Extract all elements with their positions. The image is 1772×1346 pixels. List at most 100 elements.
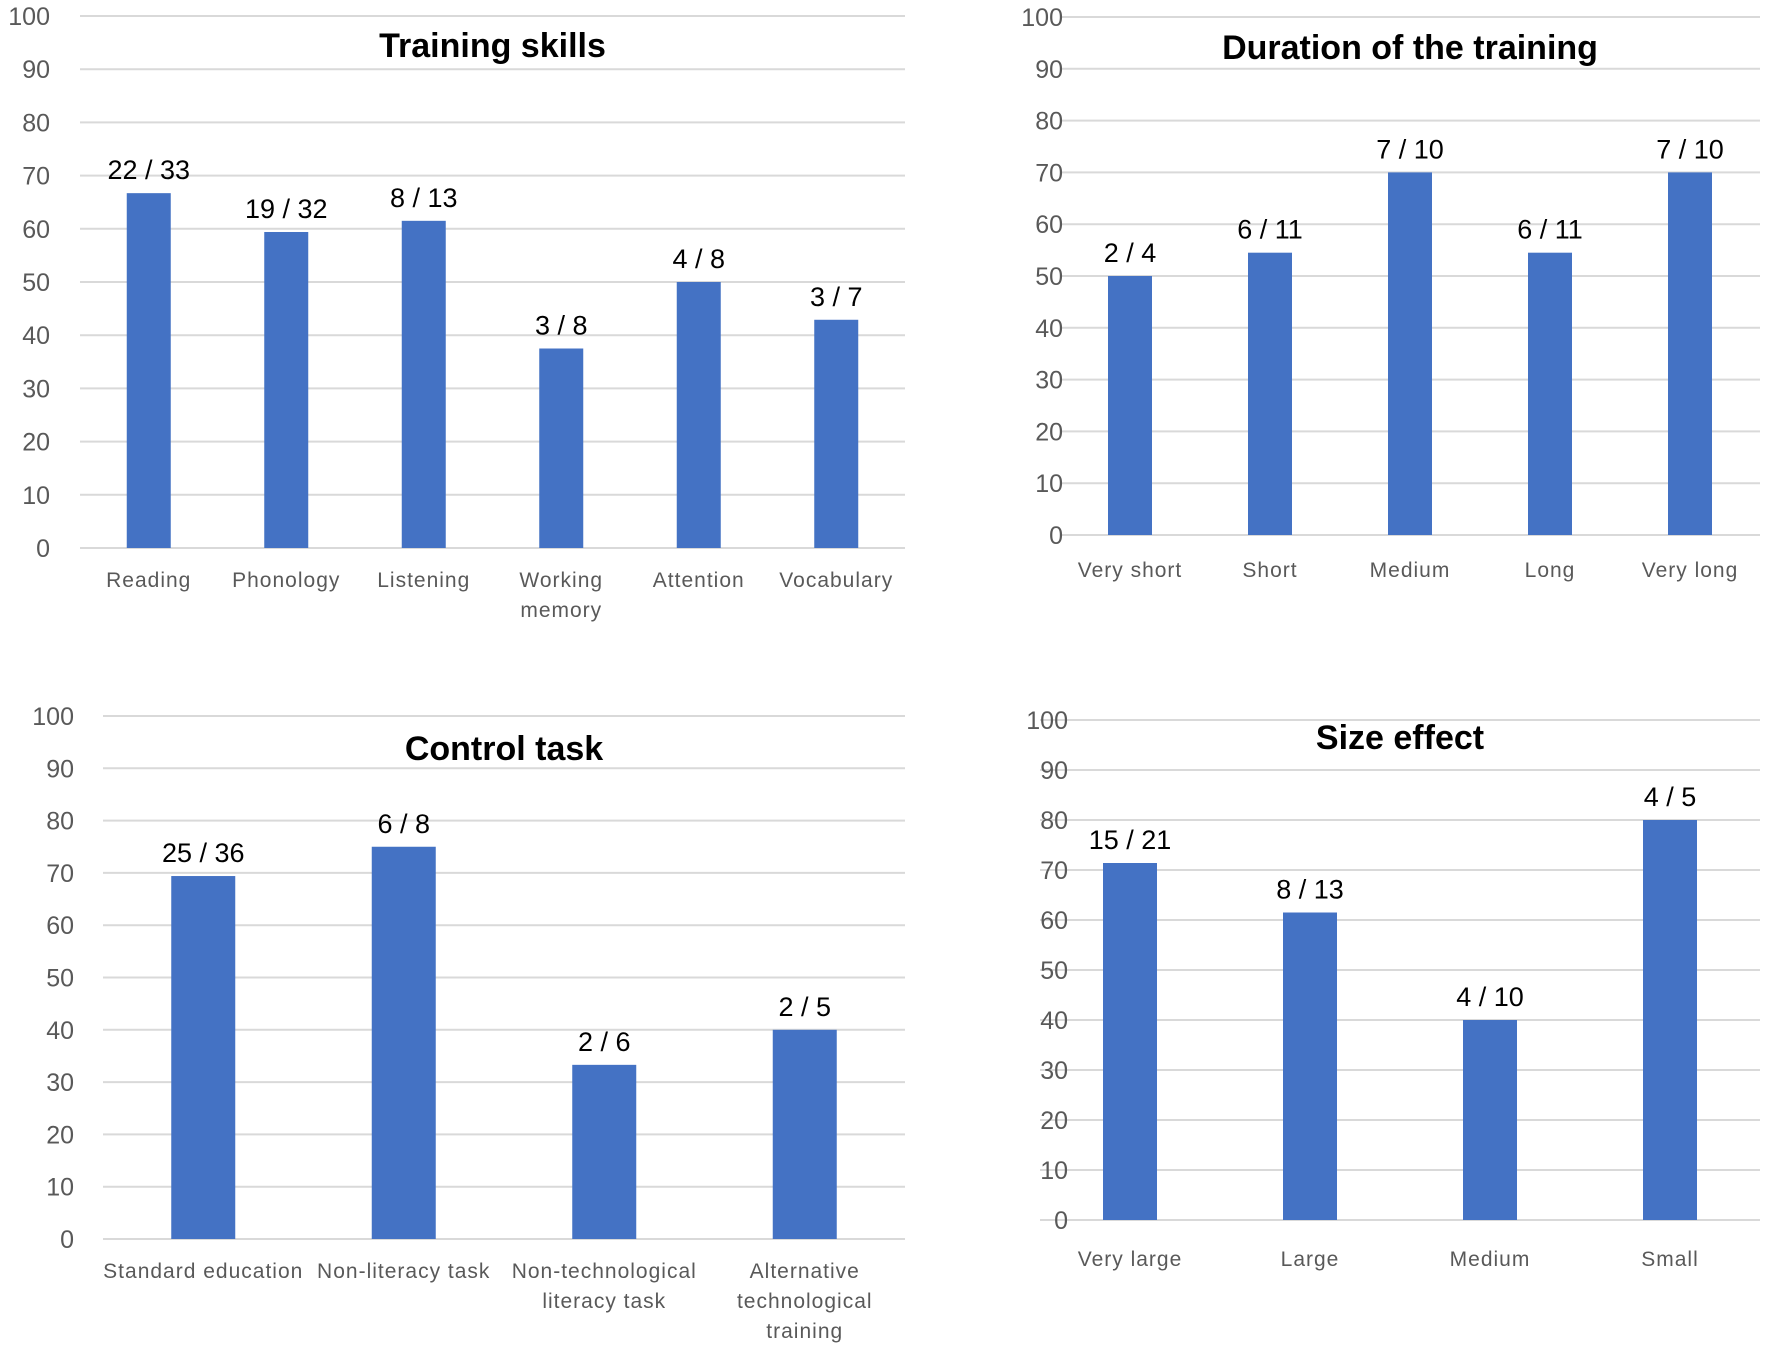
y-tick-label: 100: [8, 3, 50, 31]
y-tick-label: 50: [46, 965, 74, 993]
x-category-label: Long: [1525, 559, 1576, 582]
data-label: 2 / 6: [578, 1027, 631, 1057]
bar: [1643, 820, 1697, 1220]
y-tick-label: 30: [22, 375, 50, 403]
y-tick-label: 100: [1021, 4, 1063, 32]
data-label: 19 / 32: [245, 194, 328, 224]
x-category-label: Listening: [377, 569, 470, 592]
y-tick-label: 30: [46, 1069, 74, 1097]
data-label: 4 / 5: [1644, 782, 1697, 812]
y-tick-label: 100: [32, 703, 74, 731]
y-tick-label: 70: [22, 163, 50, 191]
x-category-label: Large: [1281, 1248, 1340, 1271]
data-label: 25 / 36: [162, 838, 245, 868]
data-label: 6 / 11: [1237, 215, 1303, 245]
y-tick-label: 60: [46, 912, 74, 940]
y-tick-label: 50: [1040, 957, 1068, 985]
y-tick-label: 50: [1035, 263, 1063, 291]
chart-panel-1: 0 10 20 30 40 50 60 70 80 90 100 Training skills 22 …: [8, 3, 905, 622]
x-category-label: Alternative: [750, 1260, 860, 1283]
y-tick-label: 80: [22, 109, 50, 137]
y-tick-label: 70: [1035, 159, 1063, 187]
y-tick-label: 40: [46, 1017, 74, 1045]
y-tick-label: 10: [1040, 1157, 1068, 1185]
data-label: 22 / 33: [107, 155, 190, 185]
chart-title: Training skills: [379, 27, 606, 65]
y-tick-label: 30: [1040, 1057, 1068, 1085]
data-label: 2 / 4: [1104, 238, 1157, 268]
data-label: 6 / 11: [1517, 215, 1583, 245]
data-label: 15 / 21: [1089, 825, 1172, 855]
x-category-label: Standard education: [103, 1260, 303, 1283]
data-label: 3 / 7: [810, 282, 863, 312]
bar: [264, 231, 309, 548]
y-tick-label: 40: [22, 322, 50, 350]
data-label: 7 / 10: [1656, 134, 1724, 164]
bar: [1388, 172, 1432, 535]
data-label: 4 / 8: [672, 244, 725, 274]
y-tick-label: 40: [1035, 315, 1063, 343]
y-tick-label: 60: [22, 216, 50, 244]
bar: [814, 319, 859, 548]
bar: [1248, 252, 1292, 535]
y-tick-label: 20: [22, 429, 50, 457]
y-tick-label: 100: [1026, 707, 1068, 735]
y-tick-label: 0: [60, 1226, 74, 1254]
chart-panel-4: 0 10 20 30 40 50 60 70 80 90 100 Size effect 15 / 21…: [1026, 707, 1760, 1271]
y-tick-label: 0: [1054, 1207, 1068, 1235]
data-label: 2 / 5: [778, 992, 831, 1022]
data-label: 8 / 13: [1276, 875, 1344, 905]
bar: [539, 348, 584, 548]
bar: [676, 282, 721, 548]
y-tick-label: 10: [46, 1174, 74, 1202]
y-tick-label: 90: [22, 56, 50, 84]
x-category-label: Non-technological: [512, 1260, 697, 1283]
y-tick-label: 20: [46, 1121, 74, 1149]
y-tick-label: 30: [1035, 367, 1063, 395]
x-category-label: Phonology: [232, 569, 340, 592]
x-category-label: Short: [1242, 559, 1297, 582]
data-label: 6 / 8: [377, 809, 430, 839]
y-tick-label: 80: [1040, 807, 1068, 835]
data-label: 7 / 10: [1376, 134, 1444, 164]
x-category-label: memory: [520, 599, 602, 622]
chart-title: Duration of the training: [1222, 29, 1598, 67]
x-category-label: literacy task: [542, 1290, 666, 1313]
y-tick-label: 0: [1049, 522, 1063, 550]
bar: [572, 1064, 637, 1239]
chart-panel-2: 0 10 20 30 40 50 60 70 80 90 100 Duration of the tr…: [1021, 4, 1760, 582]
y-tick-label: 0: [36, 535, 50, 563]
y-tick-label: 60: [1040, 907, 1068, 935]
y-tick-label: 90: [1035, 56, 1063, 84]
bar: [371, 846, 436, 1239]
x-category-label: Attention: [653, 569, 745, 592]
y-tick-label: 10: [22, 482, 50, 510]
y-tick-label: 20: [1035, 418, 1063, 446]
x-category-label: Very short: [1078, 559, 1183, 582]
y-tick-label: 60: [1035, 211, 1063, 239]
y-tick-label: 80: [46, 808, 74, 836]
data-label: 3 / 8: [535, 311, 588, 341]
x-category-label: Medium: [1370, 559, 1451, 582]
x-category-label: Very long: [1642, 559, 1739, 582]
chart-title: Control task: [405, 730, 603, 768]
x-category-label: Vocabulary: [779, 569, 893, 592]
bar: [1463, 1020, 1517, 1220]
data-label: 8 / 13: [390, 183, 458, 213]
y-tick-label: 90: [46, 755, 74, 783]
bar: [1528, 252, 1572, 535]
bar: [126, 193, 171, 548]
x-category-label: Reading: [106, 569, 191, 592]
x-category-label: training: [766, 1320, 843, 1343]
data-label: 4 / 10: [1456, 982, 1524, 1012]
bar: [171, 876, 236, 1239]
chart-title: Size effect: [1316, 719, 1484, 757]
y-tick-label: 40: [1040, 1007, 1068, 1035]
bar: [401, 220, 446, 548]
y-tick-label: 70: [46, 860, 74, 888]
y-tick-label: 50: [22, 269, 50, 297]
y-tick-label: 20: [1040, 1107, 1068, 1135]
bar: [1283, 912, 1337, 1220]
bar: [1103, 863, 1157, 1220]
